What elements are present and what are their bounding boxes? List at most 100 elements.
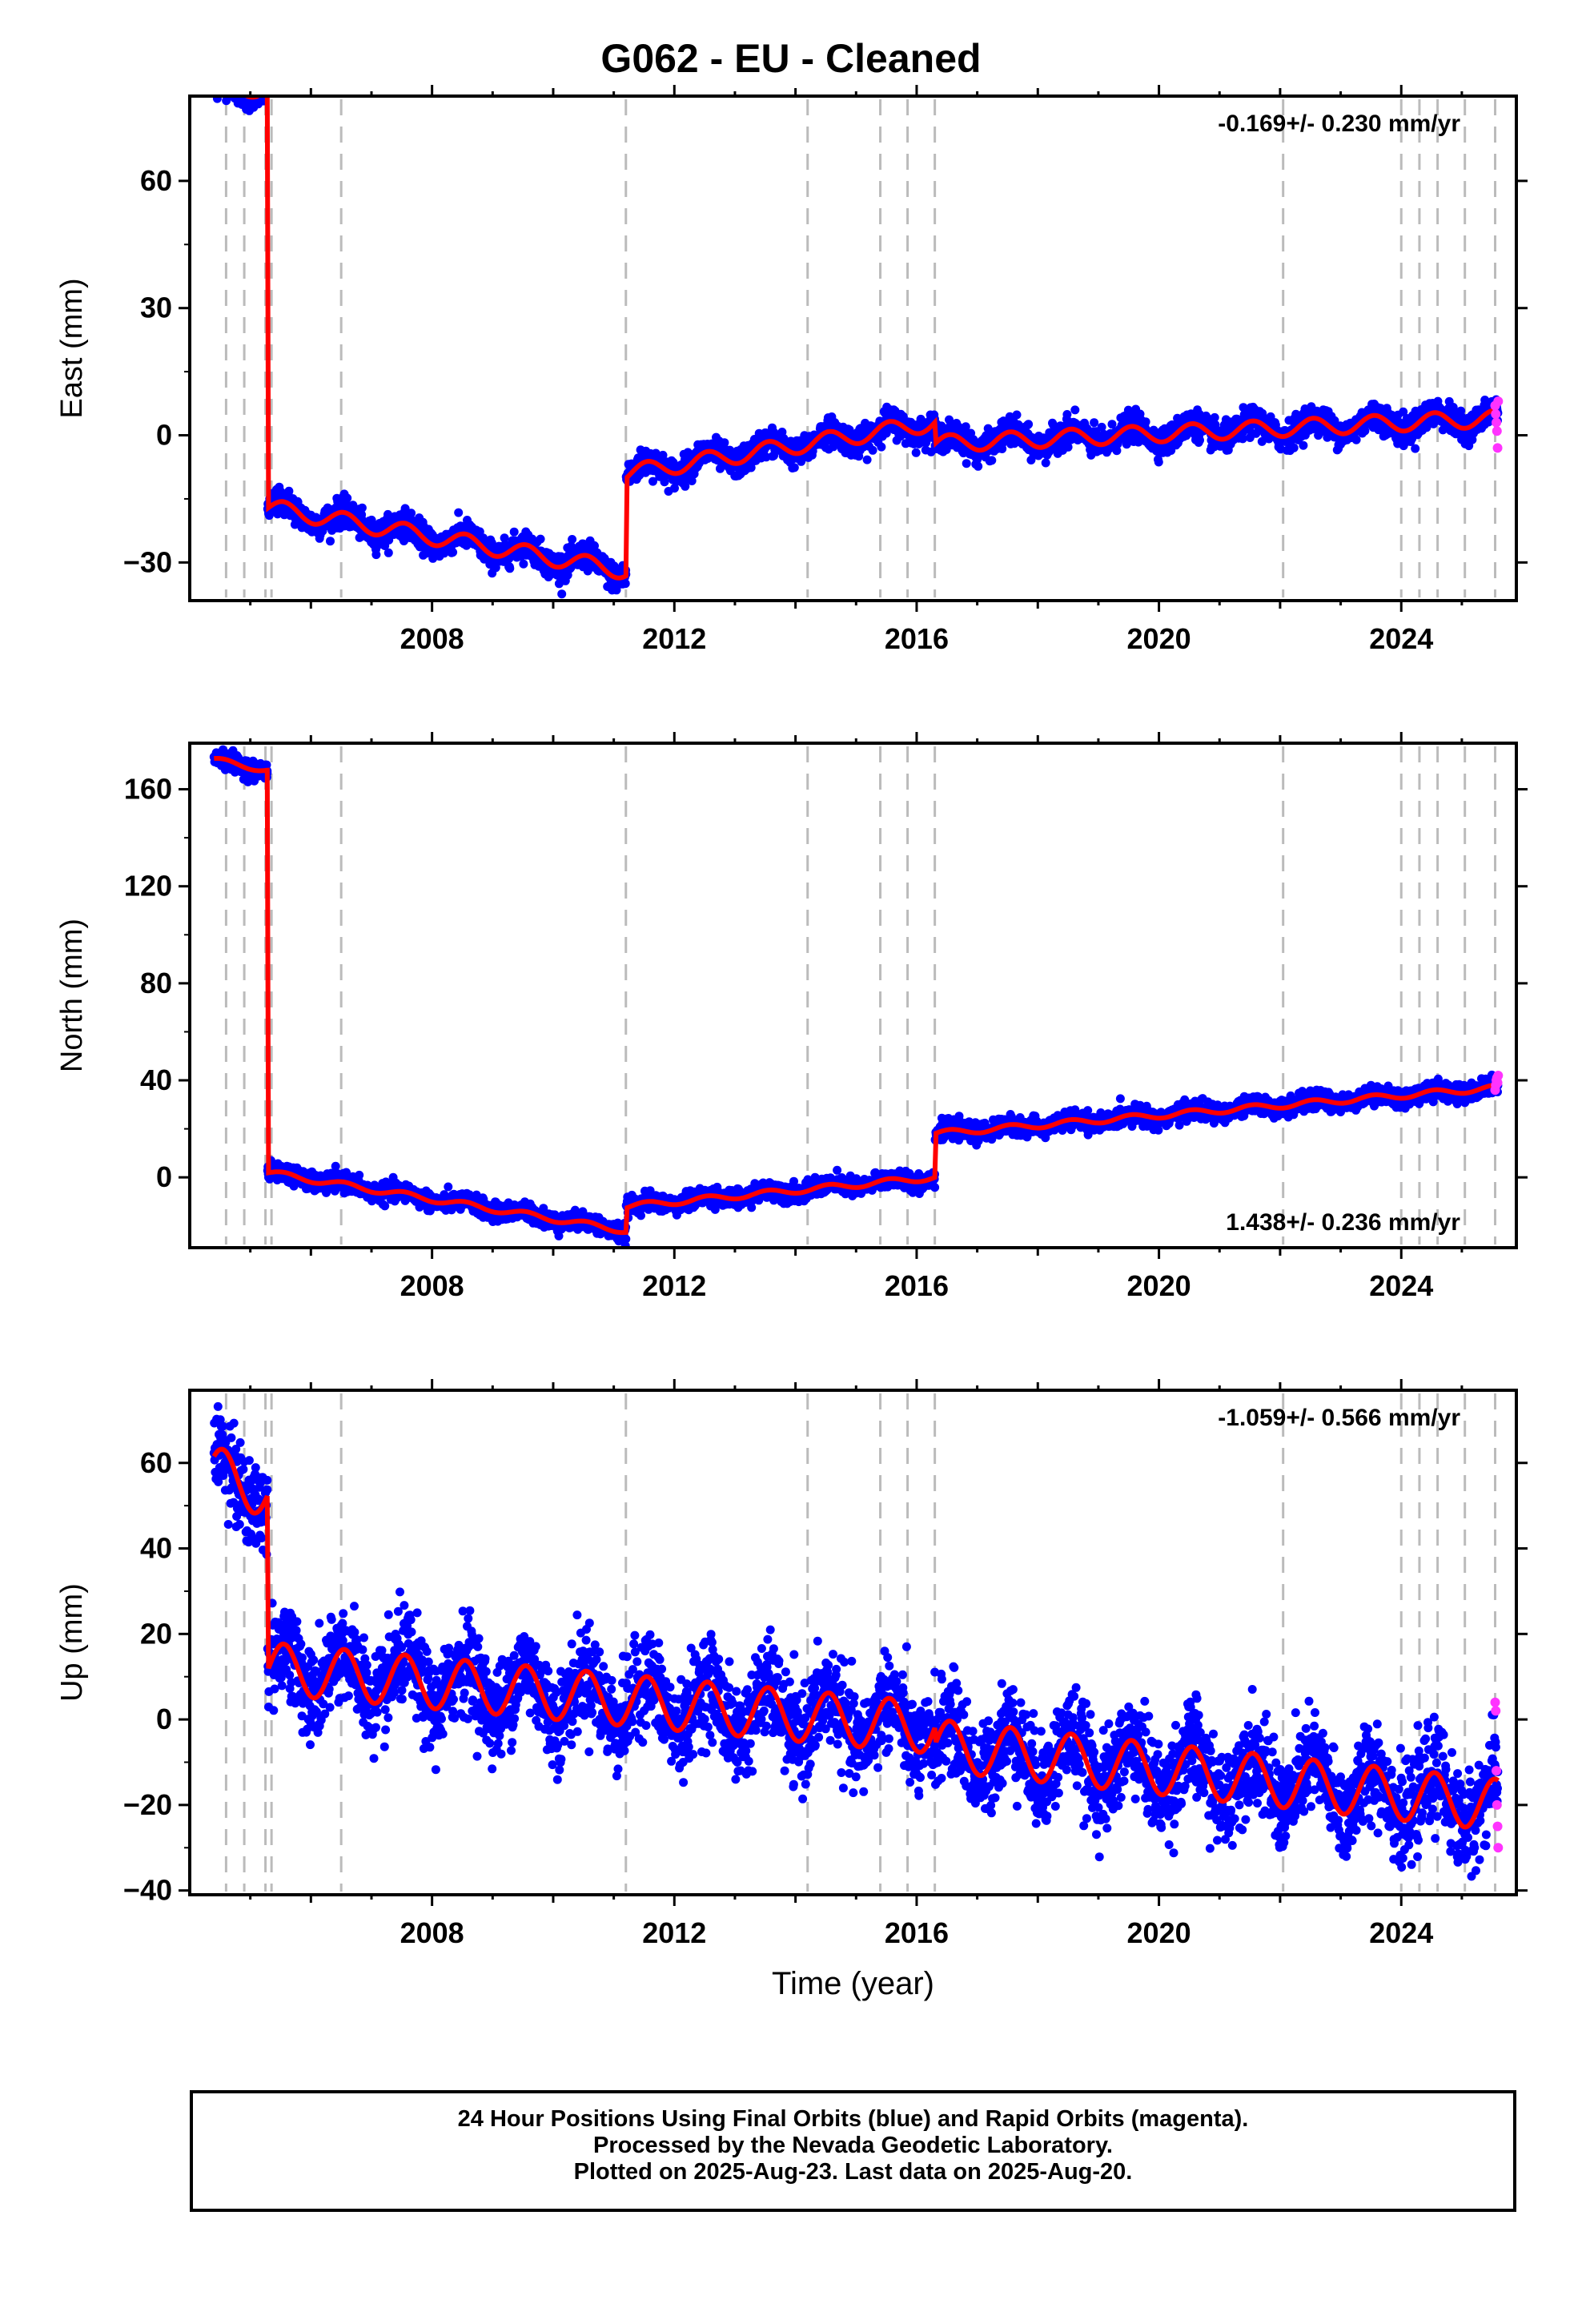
data-point [1024,420,1034,429]
data-point [658,450,668,460]
data-point [212,80,221,89]
data-point [219,70,228,78]
data-point [214,78,223,86]
data-point [217,80,226,89]
data-point [343,493,352,503]
data-point [237,78,246,86]
data-point [211,85,219,94]
data-point [231,86,239,94]
data-point [212,96,222,103]
data-point [1041,458,1050,468]
data-point [211,72,219,81]
data-point [219,70,228,79]
data-point [221,77,230,86]
data-point [220,80,229,89]
data-point [210,76,219,85]
data-point [371,550,381,560]
data-point [720,438,729,448]
data-point [1141,417,1150,427]
data-point [383,548,393,557]
data-point [1090,418,1099,428]
data-point [259,82,267,91]
data-point [240,86,249,94]
data-point [227,80,235,89]
data-point [226,76,235,85]
y-tick-label: −30 [123,545,172,578]
data-point [448,548,458,557]
data-point [1062,410,1072,419]
data-point [380,1201,390,1211]
data-point [962,459,971,468]
y-tick-label: 60 [140,164,172,197]
data-point [223,80,231,89]
data-point [239,79,247,88]
data-point [215,78,223,86]
data-point [590,541,599,551]
rapid-point [1492,417,1502,428]
data-point [355,1170,364,1180]
data-point [974,461,983,471]
data-point [357,503,367,513]
data-point [225,80,234,89]
data-point [217,74,226,83]
rapid-orbit-points [1490,396,1504,453]
data-point [256,85,265,94]
data-point [221,74,230,82]
data-point [230,78,239,86]
data-point [231,80,240,89]
data-point [868,445,877,455]
data-point [954,423,964,432]
data-point [1289,443,1299,452]
y-tick-label: 30 [140,292,172,324]
data-point [239,78,247,86]
x-tick-label: 2012 [642,622,706,655]
data-point [1360,426,1370,436]
data-point [251,82,259,91]
data-point [1070,405,1080,415]
rapid-point [1493,396,1504,407]
data-point [487,538,496,548]
x-tick-label: 2016 [885,622,949,655]
data-point [331,1161,340,1171]
data-point [262,75,271,84]
data-point [261,87,270,96]
data-point [505,564,515,573]
data-point [222,81,231,90]
data-point [407,509,416,518]
data-point [263,70,271,79]
data-point [568,535,577,544]
y-axis-label: East (mm) [55,278,89,418]
x-tick-label: 2020 [1127,622,1191,655]
data-point [257,82,266,90]
data-point [241,84,250,93]
data-point [681,481,690,491]
data-point [223,82,232,90]
y-tick-label: 0 [156,419,172,452]
data-point [620,579,630,589]
x-tick-label: 2024 [1369,622,1433,655]
data-point [261,77,270,86]
data-point [224,84,233,93]
data-point [239,82,248,91]
data-point [247,82,255,91]
data-point [216,73,225,82]
data-point [211,79,220,88]
data-point [234,86,243,95]
data-point [519,559,528,569]
data-point [235,76,244,85]
data-point [225,81,234,90]
rapid-point [1491,409,1501,420]
data-point [911,448,921,457]
data-point [247,82,255,91]
data-point [670,484,679,493]
data-point [687,476,697,485]
chart-title: G062 - EU - Cleaned [600,36,982,81]
data-point [251,86,260,94]
data-point [660,477,669,487]
data-point [235,82,243,91]
data-point [255,86,263,94]
data-point [557,589,567,599]
data-point [235,77,244,86]
